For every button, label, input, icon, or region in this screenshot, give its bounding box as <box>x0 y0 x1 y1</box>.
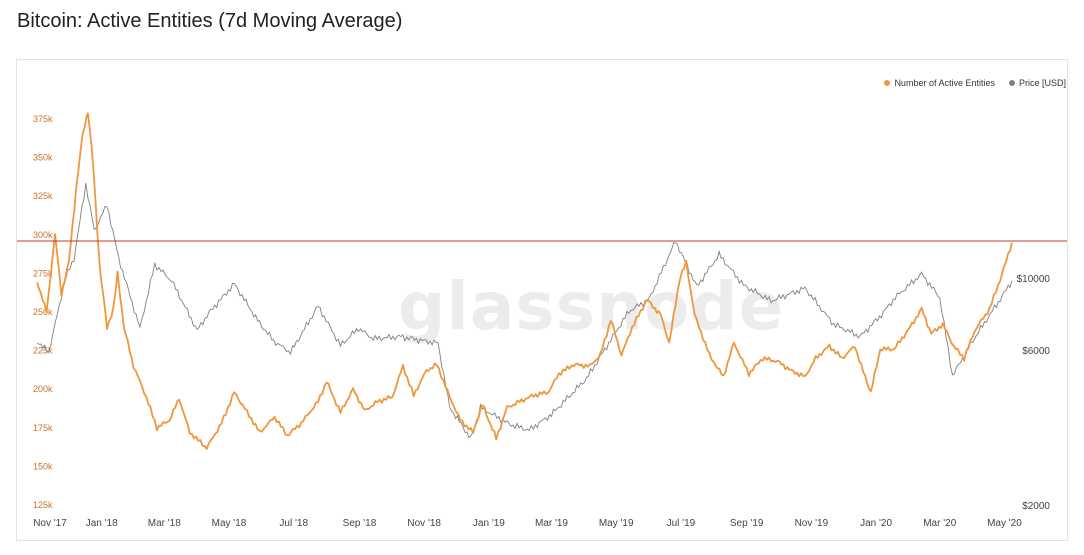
x-tick-label: Mar '19 <box>535 518 568 529</box>
y-left-tick-label: 175k <box>33 423 53 433</box>
y-left-tick-label: 150k <box>33 461 53 471</box>
legend-item-price[interactable]: Price [USD] <box>1008 78 1066 88</box>
x-tick-label: Sep '19 <box>730 518 764 529</box>
y-left-tick-label: 275k <box>33 268 53 278</box>
watermark: glassnode <box>398 268 785 345</box>
price-series-line <box>36 182 1013 439</box>
y-left-tick-label: 200k <box>33 384 53 394</box>
y-left-tick-label: 300k <box>33 230 53 240</box>
x-tick-label: May '19 <box>599 518 634 529</box>
x-tick-label: May '20 <box>987 518 1022 529</box>
x-tick-label: May '18 <box>212 518 247 529</box>
y-right-tick-label: $10000 <box>1017 274 1051 285</box>
x-tick-label: Mar '18 <box>148 518 181 529</box>
chart-title: Bitcoin: Active Entities (7d Moving Aver… <box>17 10 403 32</box>
legend-label-active-entities: Number of Active Entities <box>894 78 995 88</box>
x-tick-label: Mar '20 <box>923 518 956 529</box>
x-tick-label: Nov '18 <box>407 518 441 529</box>
x-tick-label: Jan '20 <box>860 518 892 529</box>
x-tick-label: Nov '17 <box>33 518 67 529</box>
legend-dot-active-entities <box>884 80 891 86</box>
active-entities-series-line <box>36 112 1013 450</box>
legend: Number of Active Entities Price [USD] <box>884 78 1066 88</box>
y-left-tick-label: 125k <box>33 500 53 510</box>
x-tick-label: Nov '19 <box>795 518 829 529</box>
y-left-tick-label: 250k <box>33 307 53 317</box>
x-tick-label: Jan '18 <box>86 518 118 529</box>
y-left-tick-label: 225k <box>33 346 53 356</box>
y-left-tick-label: 350k <box>33 153 53 163</box>
legend-item-active-entities[interactable]: Number of Active Entities <box>884 78 995 88</box>
y-right-tick-label: $6000 <box>1022 346 1050 357</box>
y-right-tick-label: $2000 <box>1022 501 1050 512</box>
x-tick-label: Jul '19 <box>667 518 696 529</box>
y-left-tick-label: 325k <box>33 191 53 201</box>
x-tick-label: Jul '18 <box>279 518 308 529</box>
legend-label-price: Price [USD] <box>1018 78 1066 88</box>
y-left-tick-label: 375k <box>33 114 53 124</box>
x-tick-label: Sep '18 <box>343 518 377 529</box>
x-tick-label: Jan '19 <box>473 518 505 529</box>
legend-dot-price <box>1008 80 1015 86</box>
